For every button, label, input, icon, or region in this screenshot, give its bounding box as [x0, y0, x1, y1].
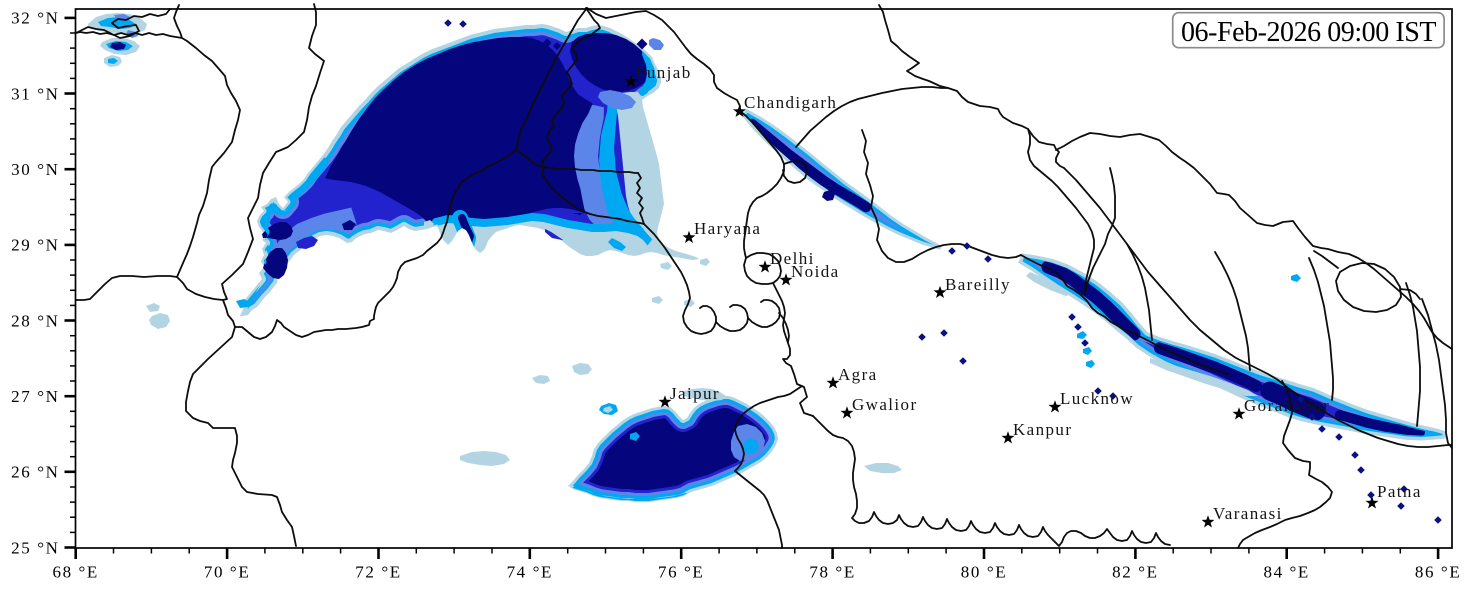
svg-text:32 °N: 32 °N [11, 9, 59, 28]
svg-text:Lucknow: Lucknow [1060, 389, 1134, 408]
svg-text:82 °E: 82 °E [1112, 563, 1158, 582]
svg-text:25 °N: 25 °N [11, 538, 59, 557]
svg-text:Jaipur: Jaipur [670, 384, 720, 403]
svg-text:28 °N: 28 °N [11, 311, 59, 330]
svg-text:27 °N: 27 °N [11, 387, 59, 406]
svg-text:Noida: Noida [791, 262, 840, 281]
svg-text:Bareilly: Bareilly [945, 275, 1011, 294]
svg-text:68 °E: 68 °E [52, 563, 98, 582]
svg-text:86 °E: 86 °E [1415, 563, 1461, 582]
svg-text:26 °N: 26 °N [11, 463, 59, 482]
svg-text:Kanpur: Kanpur [1013, 420, 1072, 439]
svg-text:Varanasi: Varanasi [1213, 504, 1283, 523]
svg-text:70 °E: 70 °E [204, 563, 250, 582]
svg-text:06-Feb-2026 09:00 IST: 06-Feb-2026 09:00 IST [1181, 17, 1436, 48]
svg-text:Haryana: Haryana [694, 219, 761, 238]
svg-text:Delhi: Delhi [770, 249, 815, 268]
svg-text:84 °E: 84 °E [1263, 563, 1309, 582]
svg-text:Chandigarh: Chandigarh [744, 93, 837, 112]
svg-text:80 °E: 80 °E [961, 563, 1007, 582]
svg-text:Patna: Patna [1377, 482, 1422, 501]
svg-text:72 °E: 72 °E [355, 563, 401, 582]
svg-text:74 °E: 74 °E [507, 563, 553, 582]
svg-text:Agra: Agra [838, 365, 878, 384]
svg-text:78 °E: 78 °E [809, 563, 855, 582]
svg-text:Gwalior: Gwalior [852, 395, 918, 414]
svg-text:Gorakhpur: Gorakhpur [1244, 396, 1330, 415]
svg-text:30 °N: 30 °N [11, 160, 59, 179]
svg-text:31 °N: 31 °N [11, 84, 59, 103]
svg-text:29 °N: 29 °N [11, 236, 59, 255]
svg-text:Punjab: Punjab [636, 63, 692, 82]
svg-text:76 °E: 76 °E [658, 563, 704, 582]
